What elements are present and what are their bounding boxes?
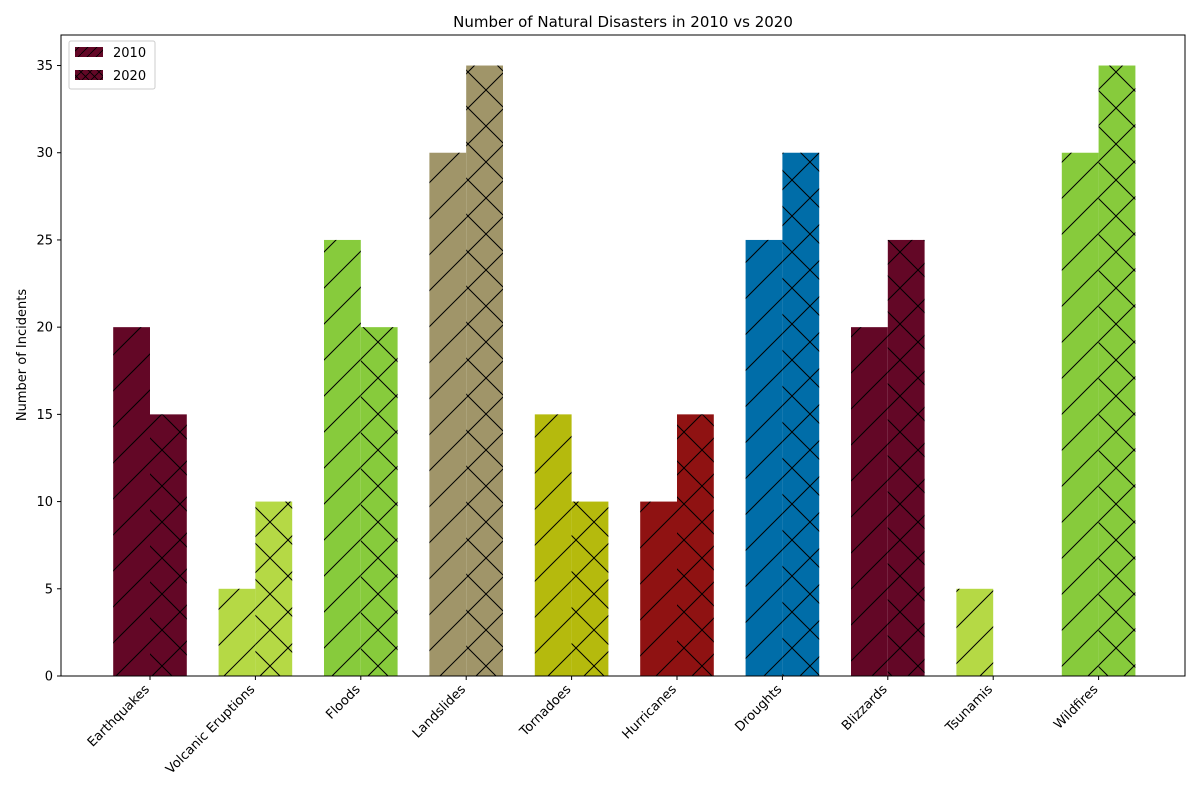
bar-hatch-earthquakes-2020: [150, 414, 187, 676]
x-tick-label: Hurricanes: [620, 682, 680, 742]
bar-hatch-tornadoes-2020: [571, 501, 609, 676]
bars-group: [113, 65, 1136, 677]
legend: 2010 2020: [68, 40, 156, 90]
y-tick-label: 15: [36, 408, 53, 423]
y-tick-label: 0: [45, 670, 53, 685]
bar-hatch-floods-2020: [360, 327, 398, 676]
bar-hatch-landslides-2020: [466, 65, 503, 677]
bar-hatch-volcanic-eruptions-2020: [255, 501, 293, 676]
bar-hatch-droughts-2020: [782, 152, 820, 677]
bar-hatch-tsunamis-2010: [956, 588, 994, 676]
bar-hatch-blizzards-2010: [851, 327, 888, 676]
legend-swatch-2010-hatch: [75, 47, 103, 57]
x-tick-label: Landslides: [410, 682, 469, 741]
bar-hatch-blizzards-2020: [887, 239, 925, 677]
legend-label-2020: 2020: [113, 69, 146, 84]
y-tick-label: 20: [36, 321, 53, 336]
y-tick-label: 5: [45, 582, 53, 597]
bar-hatch-landslides-2010: [429, 152, 467, 677]
x-axis: Earthquakes Volcanic Eruptions Floods Lands…: [85, 676, 1102, 777]
bar-hatch-tornadoes-2010: [534, 414, 572, 676]
x-tick-label: Droughts: [732, 682, 785, 735]
bar-hatch-floods-2010: [324, 239, 361, 677]
y-axis: 0 5 10 15 20 25 30 35: [36, 59, 61, 685]
bar-hatch-hurricanes-2020: [677, 414, 714, 676]
x-tick-label: Wildfires: [1051, 682, 1101, 732]
bar-hatch-hurricanes-2010: [640, 501, 677, 676]
x-tick-label: Earthquakes: [85, 682, 153, 750]
x-tick-label: Floods: [323, 682, 363, 722]
y-tick-label: 30: [36, 146, 53, 161]
plot-frame: [60, 34, 1186, 677]
chart-title: Number of Natural Disasters in 2010 vs 2…: [453, 13, 793, 31]
y-tick-label: 25: [36, 233, 53, 248]
x-tick-label: Tsunamis: [942, 682, 996, 736]
legend-swatch-2020-hatch: [75, 70, 103, 80]
x-tick-label: Volcanic Eruptions: [163, 682, 258, 777]
x-tick-label: Tornadoes: [516, 682, 574, 740]
x-tick-label: Blizzards: [839, 682, 891, 734]
legend-label-2010: 2010: [113, 46, 146, 61]
bar-hatch-wildfires-2010: [1061, 152, 1099, 677]
y-axis-label: Number of Incidents: [15, 289, 30, 421]
y-tick-label: 35: [36, 59, 53, 74]
bar-hatch-volcanic-eruptions-2010: [218, 588, 256, 676]
bar-hatch-droughts-2010: [745, 239, 783, 677]
y-tick-label: 10: [36, 495, 53, 510]
bar-hatch-wildfires-2020: [1098, 65, 1136, 677]
bar-hatch-earthquakes-2010: [113, 327, 150, 676]
